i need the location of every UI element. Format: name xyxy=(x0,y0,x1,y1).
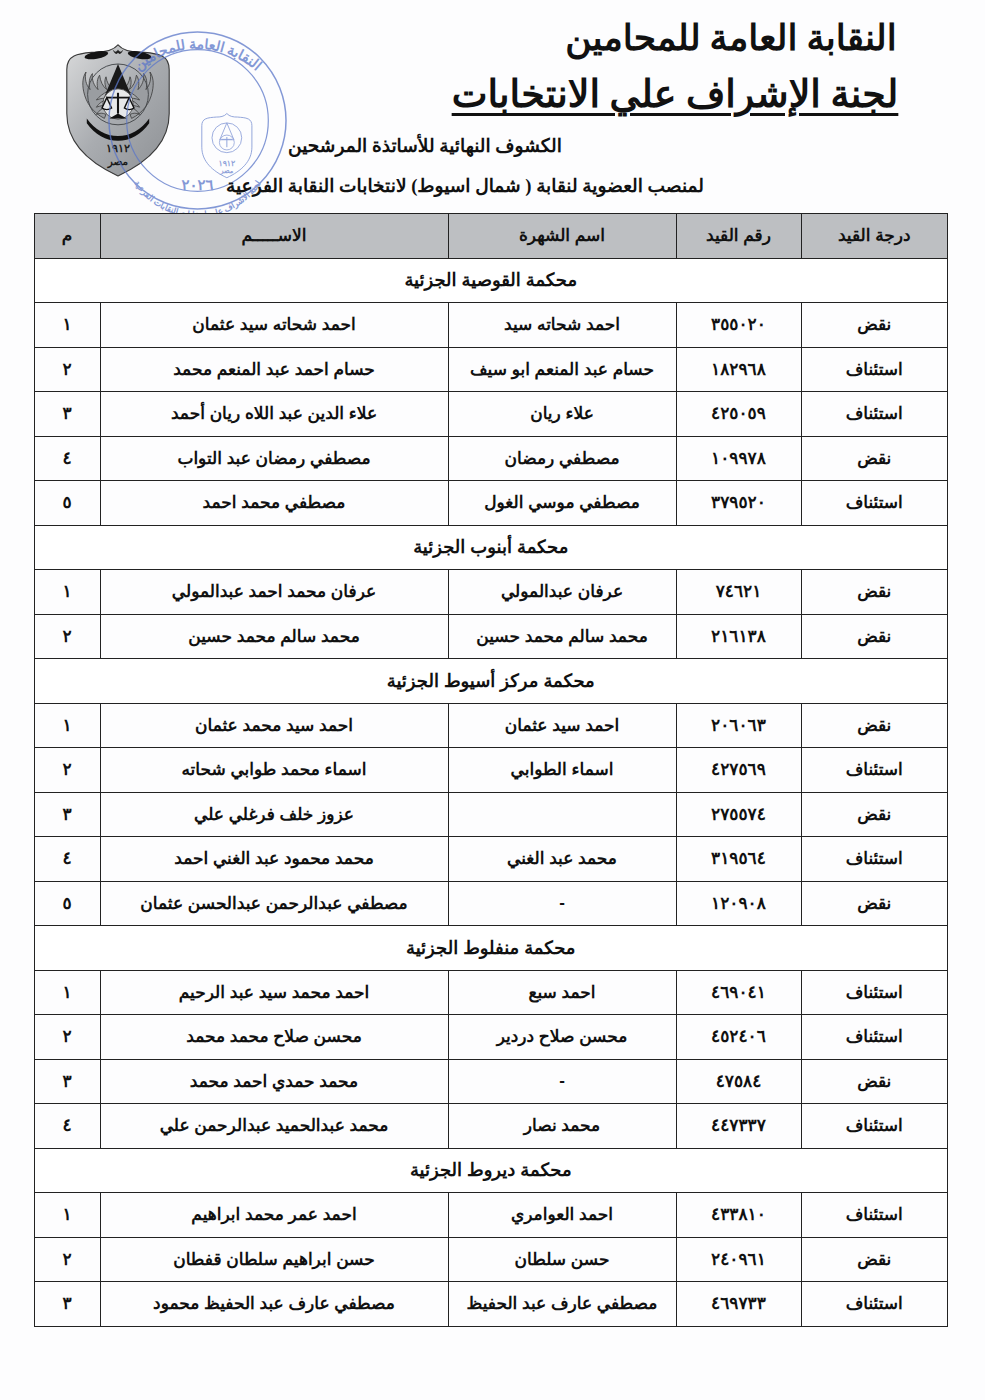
svg-text:١٩١٢: ١٩١٢ xyxy=(218,159,236,168)
svg-text:مصر: مصر xyxy=(219,167,233,175)
